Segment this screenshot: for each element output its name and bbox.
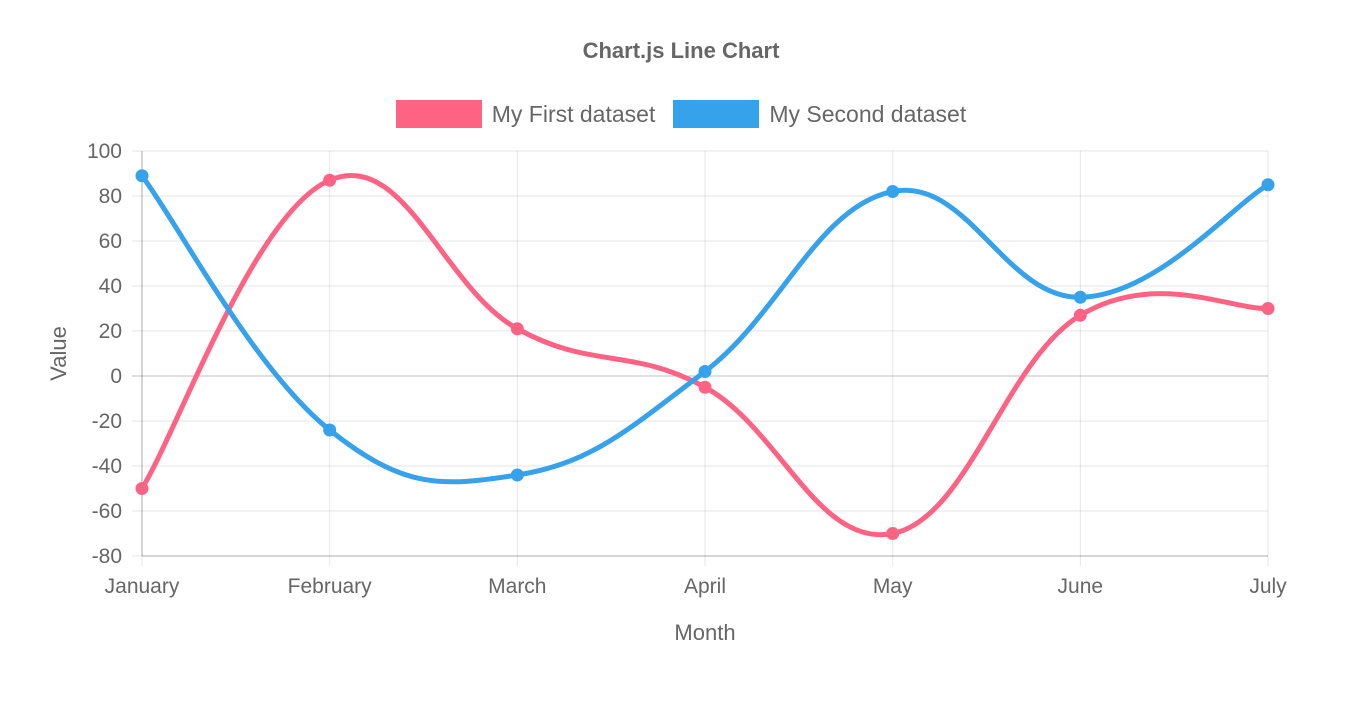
data-point-series-1 bbox=[510, 322, 524, 336]
data-point-series-1 bbox=[886, 527, 900, 540]
x-tick-label: June bbox=[1058, 575, 1104, 598]
y-tick-label: 100 bbox=[87, 140, 122, 163]
data-point-series-1 bbox=[135, 482, 149, 495]
x-axis-ticks: January February March April May June July bbox=[105, 575, 1288, 598]
legend-item-series-1[interactable]: My First dataset bbox=[395, 100, 656, 128]
x-tick-label: January bbox=[105, 575, 180, 598]
legend-label-series-1: My First dataset bbox=[491, 100, 656, 127]
data-points bbox=[135, 169, 1275, 540]
legend-item-series-2[interactable]: My Second dataset bbox=[673, 100, 966, 128]
x-tick-label: May bbox=[873, 575, 913, 598]
y-axis-ticks: -80 -60 -40 -20 0 20 40 60 80 100 bbox=[87, 140, 122, 568]
data-point-series-2 bbox=[510, 468, 524, 482]
y-tick-label: 40 bbox=[99, 275, 122, 298]
legend: My First dataset My Second dataset bbox=[0, 100, 1362, 128]
data-point-series-2 bbox=[698, 365, 712, 378]
y-tick-label: -80 bbox=[92, 545, 122, 568]
data-point-series-1 bbox=[323, 173, 337, 187]
chart-title: Chart.js Line Chart bbox=[582, 38, 780, 63]
y-tick-label: -20 bbox=[92, 410, 122, 433]
data-point-series-1 bbox=[1073, 308, 1087, 322]
y-tick-label: -40 bbox=[92, 455, 122, 478]
y-tick-label: 60 bbox=[99, 230, 122, 253]
x-tick-label: March bbox=[488, 575, 546, 598]
grid bbox=[132, 150, 1269, 566]
data-point-series-2 bbox=[323, 423, 337, 437]
x-tick-label: February bbox=[288, 575, 373, 598]
legend-label-series-2: My Second dataset bbox=[769, 100, 967, 127]
data-point-series-2 bbox=[1073, 290, 1087, 304]
data-point-series-2 bbox=[135, 169, 149, 183]
legend-swatch-series-2 bbox=[673, 100, 760, 128]
y-tick-label: -60 bbox=[92, 500, 122, 523]
y-tick-label: 0 bbox=[110, 365, 122, 388]
x-tick-label: April bbox=[684, 575, 726, 598]
data-point-series-1 bbox=[698, 380, 712, 394]
legend-swatch-series-1 bbox=[395, 100, 482, 128]
data-point-series-2 bbox=[1261, 178, 1275, 192]
data-point-series-2 bbox=[886, 185, 900, 198]
y-tick-label: 80 bbox=[99, 185, 122, 208]
x-axis-title: Month bbox=[674, 620, 735, 645]
y-tick-label: 20 bbox=[99, 320, 122, 343]
data-point-series-1 bbox=[1261, 302, 1275, 315]
y-axis-title: Value bbox=[46, 326, 71, 381]
x-tick-label: July bbox=[1249, 575, 1287, 598]
